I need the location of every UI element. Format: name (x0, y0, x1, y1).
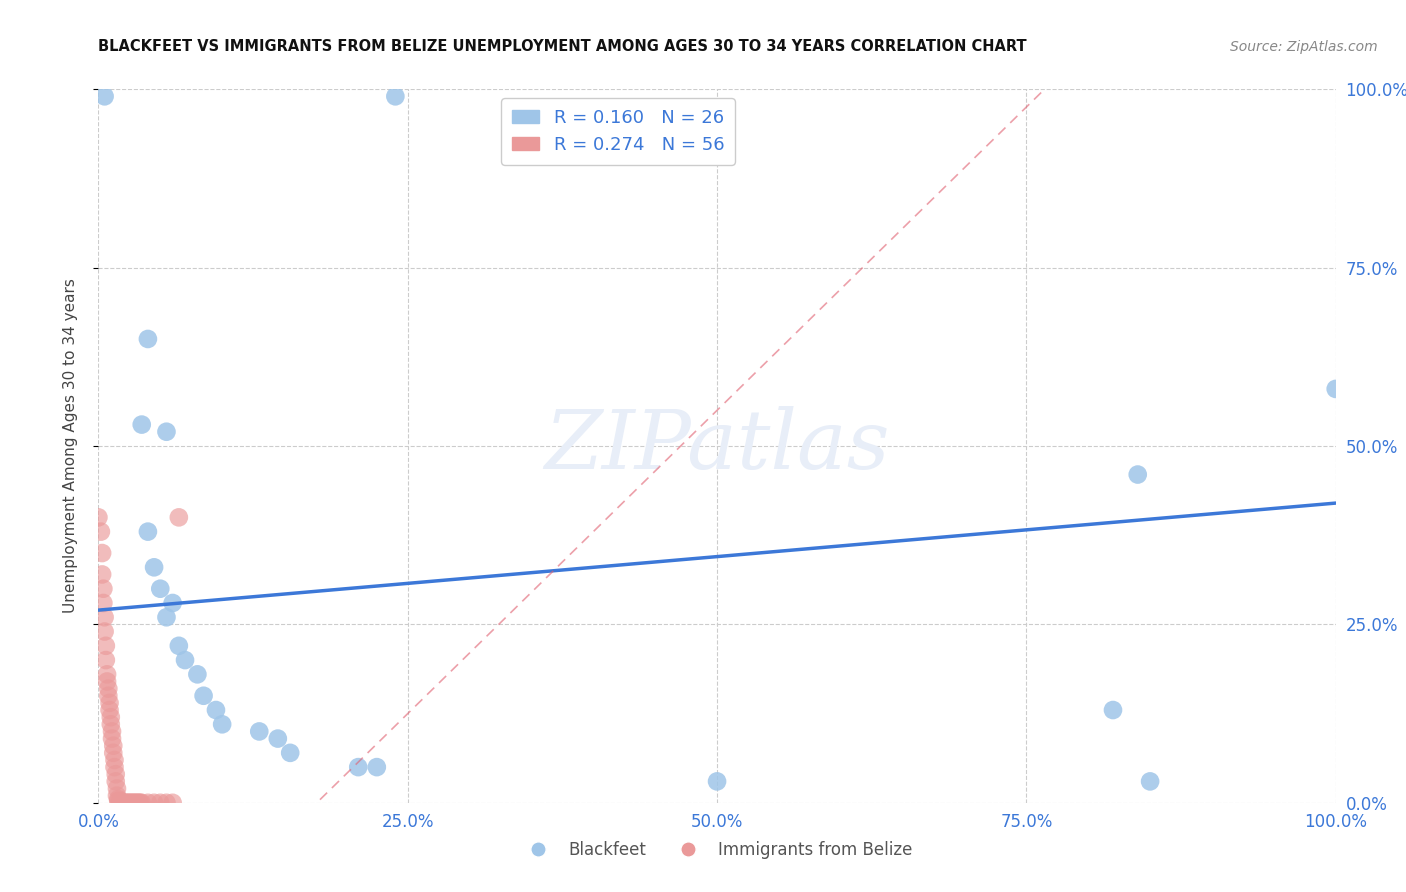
Point (131, 417, 153, 432)
Point (94, 653, 117, 667)
Y-axis label: Unemployment Among Ages 30 to 34 years: Unemployment Among Ages 30 to 34 years (63, 278, 77, 614)
Point (87, 510, 110, 524)
Point (103, 746, 125, 760)
Point (103, 760, 125, 774)
Point (97, 689, 120, 703)
Point (100, 710, 122, 724)
Point (98, 696, 121, 710)
Point (155, 425, 177, 439)
Point (112, 796, 135, 810)
Point (186, 667, 208, 681)
Point (1139, 774, 1161, 789)
Point (96, 674, 118, 689)
Point (97, 681, 120, 696)
Point (155, 610, 177, 624)
Point (384, 89, 406, 103)
Point (124, 796, 146, 810)
Text: Source: ZipAtlas.com: Source: ZipAtlas.com (1230, 39, 1378, 54)
Point (1324, 382, 1347, 396)
Point (93, 610, 115, 624)
Point (121, 796, 143, 810)
Point (124, 796, 146, 810)
Point (211, 717, 233, 731)
Point (108, 794, 131, 808)
Point (706, 774, 728, 789)
Point (107, 792, 129, 806)
Point (91, 546, 114, 560)
Point (105, 781, 128, 796)
Point (93, 582, 115, 596)
Point (167, 639, 190, 653)
Point (115, 796, 138, 810)
Point (118, 796, 141, 810)
Text: BLACKFEET VS IMMIGRANTS FROM BELIZE UNEMPLOYMENT AMONG AGES 30 TO 34 YEARS CORRE: BLACKFEET VS IMMIGRANTS FROM BELIZE UNEM… (98, 38, 1026, 54)
Point (193, 689, 215, 703)
Legend: Blackfeet, Immigrants from Belize: Blackfeet, Immigrants from Belize (515, 835, 920, 866)
Point (155, 796, 177, 810)
Point (96, 667, 118, 681)
Point (90, 524, 112, 539)
Point (128, 796, 150, 810)
Point (1102, 703, 1125, 717)
Point (100, 717, 122, 731)
Point (98, 703, 121, 717)
Point (136, 332, 159, 346)
Point (162, 796, 184, 810)
Point (93, 624, 115, 639)
Point (127, 796, 149, 810)
Point (104, 774, 127, 789)
Point (107, 794, 129, 808)
Point (110, 796, 132, 810)
Point (136, 524, 159, 539)
Point (101, 731, 124, 746)
Point (149, 796, 172, 810)
Point (103, 739, 125, 753)
Point (125, 796, 148, 810)
Point (117, 796, 139, 810)
Point (111, 796, 134, 810)
Point (103, 753, 125, 767)
Point (105, 789, 128, 803)
Point (347, 760, 370, 774)
Point (131, 796, 153, 810)
Text: ZIPatlas: ZIPatlas (544, 406, 890, 486)
Point (366, 760, 388, 774)
Point (129, 796, 152, 810)
Point (112, 796, 135, 810)
Point (143, 796, 166, 810)
Point (1126, 467, 1149, 482)
Point (93, 89, 115, 103)
Point (120, 796, 142, 810)
Point (205, 703, 228, 717)
Point (122, 796, 145, 810)
Point (174, 653, 197, 667)
Point (114, 796, 136, 810)
Point (267, 731, 290, 746)
Point (162, 596, 184, 610)
Point (91, 567, 114, 582)
Point (143, 560, 166, 574)
Point (149, 582, 172, 596)
Point (247, 724, 270, 739)
Point (167, 510, 190, 524)
Point (136, 796, 159, 810)
Point (278, 746, 301, 760)
Point (110, 795, 132, 809)
Point (104, 767, 127, 781)
Point (93, 596, 115, 610)
Point (94, 639, 117, 653)
Point (101, 724, 124, 739)
